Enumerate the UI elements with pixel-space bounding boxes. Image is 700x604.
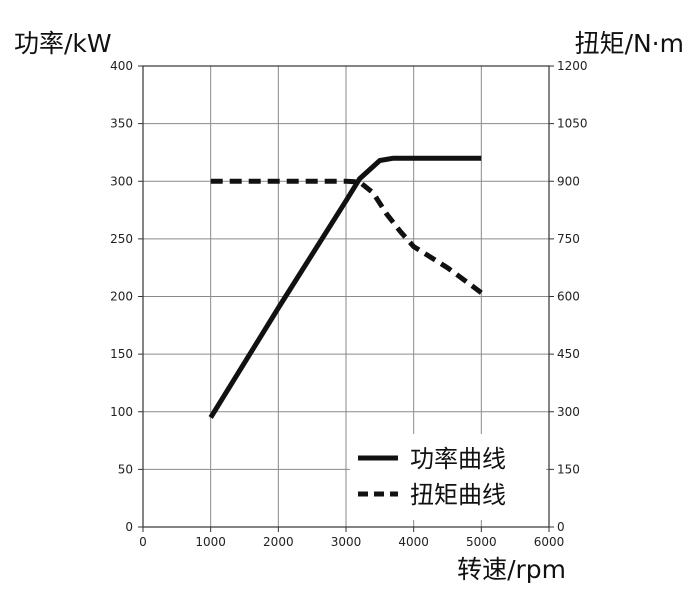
left-tick-label: 0 — [125, 520, 133, 534]
left-tick-label: 300 — [110, 174, 133, 188]
right-axis-title: 扭矩/N·m — [575, 29, 684, 58]
left-tick-label: 150 — [110, 347, 133, 361]
left-tick-label: 50 — [118, 462, 133, 476]
left-axis-ticks: 0 50 100 150 200 250 300 350 400 — [110, 59, 143, 534]
series-lines — [208, 155, 483, 419]
right-axis-ticks: 0 150 300 450 600 750 900 1050 1200 — [549, 59, 588, 534]
legend-label-torque: 扭矩曲线 — [410, 481, 506, 509]
right-tick-label: 900 — [557, 174, 580, 188]
x-tick-label: 6000 — [534, 535, 565, 549]
left-tick-label: 100 — [110, 405, 133, 419]
left-axis-title: 功率/kW — [14, 29, 112, 58]
x-axis-ticks: 0 1000 2000 3000 4000 5000 6000 — [139, 527, 564, 549]
x-tick-label: 3000 — [331, 535, 362, 549]
right-tick-label: 450 — [557, 347, 580, 361]
right-tick-label: 1050 — [557, 117, 588, 131]
x-tick-label: 4000 — [398, 535, 429, 549]
right-tick-label: 600 — [557, 290, 580, 304]
series-line-torque — [210, 178, 483, 295]
right-tick-label: 150 — [557, 462, 580, 476]
x-tick-label: 0 — [139, 535, 147, 549]
left-tick-label: 350 — [110, 117, 133, 131]
legend-background — [350, 434, 546, 520]
right-tick-label: 300 — [557, 405, 580, 419]
right-tick-label: 1200 — [557, 59, 588, 73]
x-tick-label: 5000 — [466, 535, 497, 549]
x-tick-label: 2000 — [263, 535, 294, 549]
left-tick-label: 400 — [110, 59, 133, 73]
series-line-power — [208, 155, 482, 419]
x-tick-label: 1000 — [195, 535, 226, 549]
x-axis-title: 转速/rpm — [457, 555, 566, 584]
left-tick-label: 250 — [110, 232, 133, 246]
legend: 功率曲线 扭矩曲线 — [350, 434, 546, 520]
legend-label-power: 功率曲线 — [410, 445, 506, 473]
right-tick-label: 0 — [557, 520, 565, 534]
right-tick-label: 750 — [557, 232, 580, 246]
left-tick-label: 200 — [110, 290, 133, 304]
